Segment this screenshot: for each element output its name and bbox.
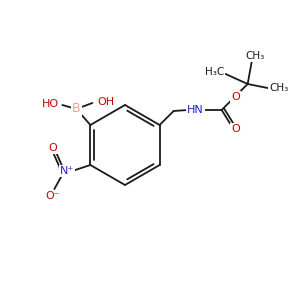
Text: CH₃: CH₃ (269, 83, 288, 93)
Text: HN: HN (187, 105, 204, 115)
Text: H₃C: H₃C (205, 67, 224, 77)
Text: CH₃: CH₃ (245, 51, 264, 61)
Text: HO: HO (42, 99, 59, 109)
Text: O⁻: O⁻ (45, 191, 60, 201)
Text: OH: OH (98, 97, 115, 107)
Text: O: O (48, 143, 57, 153)
Text: O: O (231, 124, 240, 134)
Text: N⁺: N⁺ (60, 166, 74, 176)
Text: O: O (231, 92, 240, 102)
Text: B: B (72, 103, 81, 116)
